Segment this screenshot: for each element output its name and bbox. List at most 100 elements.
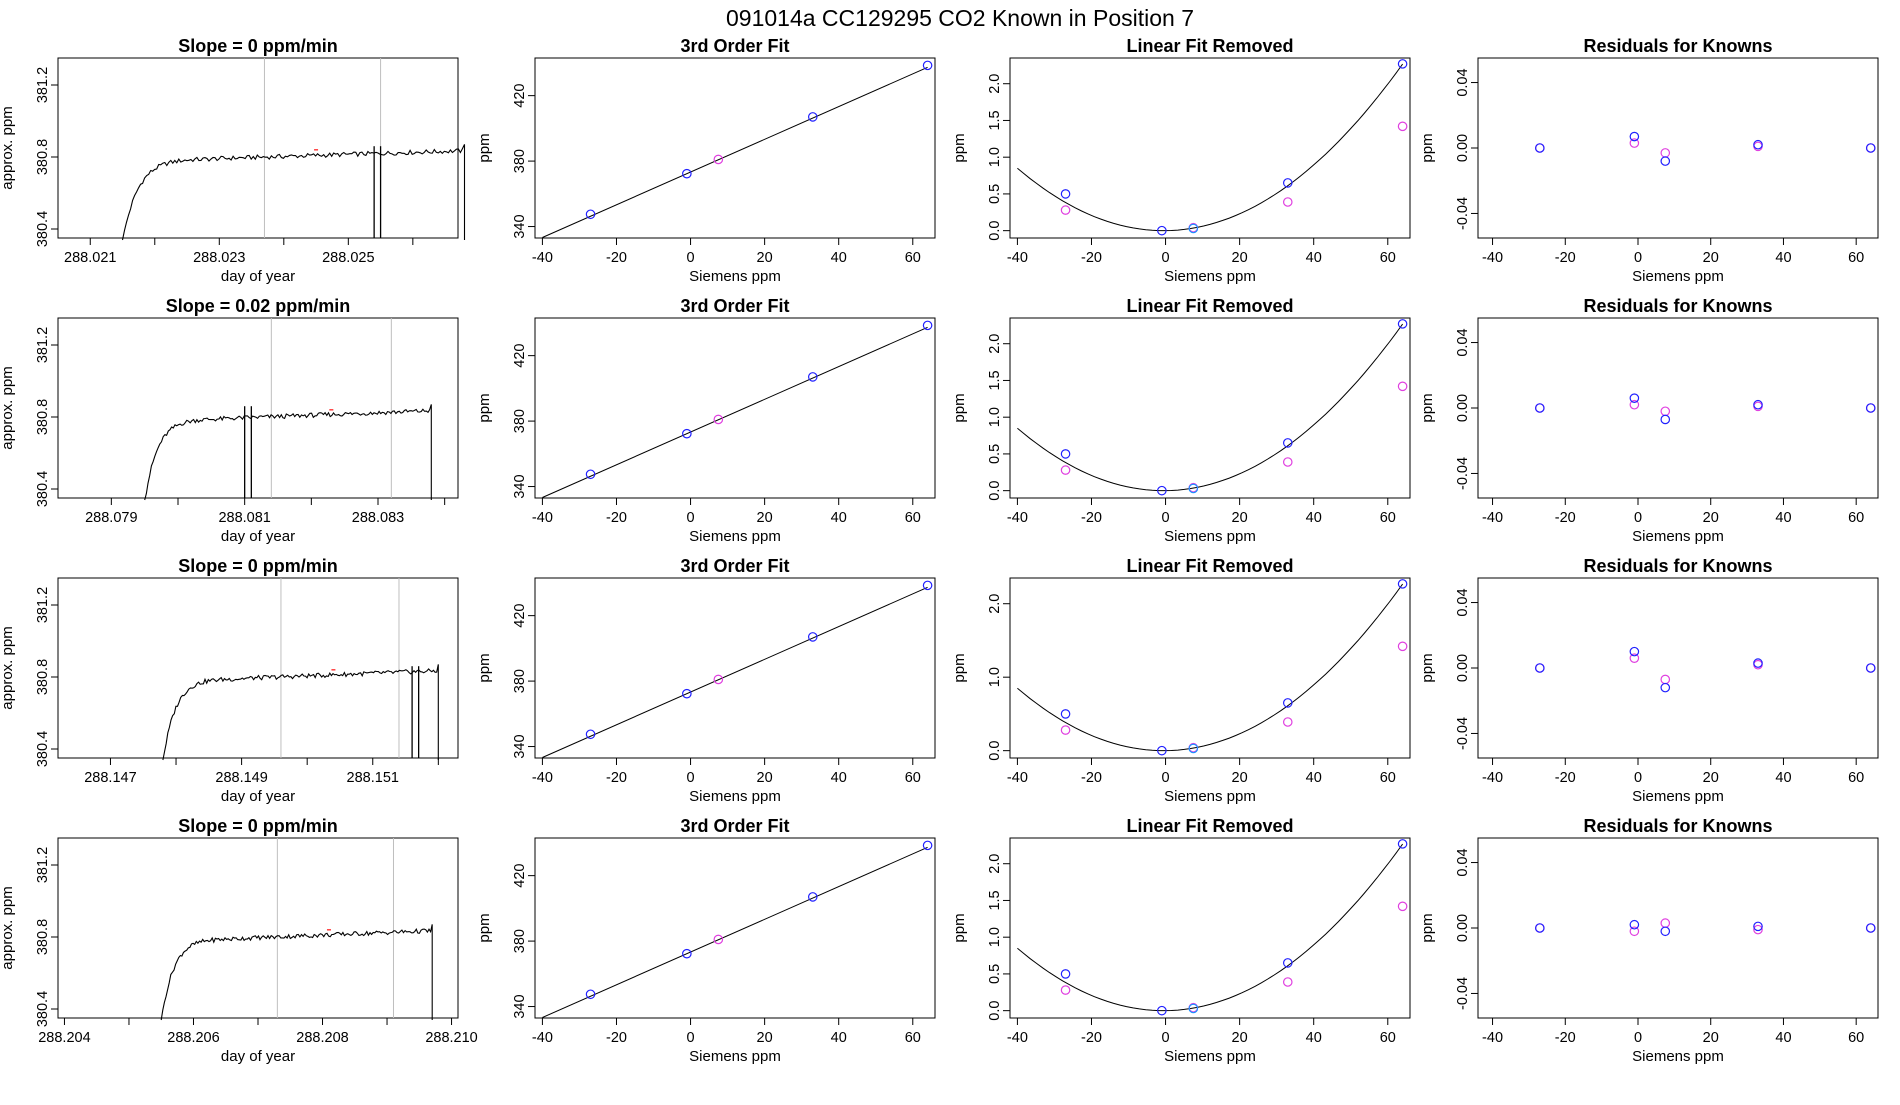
- time-y-tick-label: 380.4: [35, 731, 51, 767]
- linfit-plot-box: [1009, 57, 1411, 239]
- time-x-tick-label: 288.210: [425, 1030, 477, 1046]
- resid-known-point: [1629, 646, 1640, 657]
- linfit-x-label: Siemens ppm: [1164, 1048, 1256, 1065]
- resid-y-tick-label: -0.04: [1455, 457, 1471, 490]
- resid-x-tick-label: -40: [1482, 1030, 1503, 1046]
- fit-point: [807, 892, 818, 902]
- time-series-line: [144, 404, 432, 501]
- time-x-label: day of year: [221, 268, 295, 285]
- linfit-y-tick-label: 0.5: [987, 184, 1003, 204]
- resid-x-tick-label: -40: [1482, 770, 1503, 786]
- linfit-x-tick-label: 40: [1306, 510, 1322, 526]
- linfit-sample-point: [1282, 197, 1293, 207]
- time-x-tick-label: 288.083: [352, 510, 404, 526]
- linfit-y-tick-label: 2.0: [987, 594, 1003, 614]
- fit-x-tick-label: 0: [687, 250, 695, 266]
- resid-x-tick-label: 40: [1775, 510, 1791, 526]
- resid-known-point: [1865, 663, 1876, 673]
- linfit-curve: [1017, 323, 1404, 492]
- resid-sample-point: [1753, 924, 1763, 935]
- time-plot-box: [57, 577, 459, 759]
- linfit-x-tick-label: 60: [1380, 770, 1396, 786]
- fit-y-tick-label: 380: [512, 409, 528, 433]
- linfit-x-tick-label: 0: [1162, 250, 1170, 266]
- fit-x-tick-label: 20: [757, 770, 773, 786]
- time-y-tick-label: 381.2: [35, 587, 51, 623]
- fit-plot-title: 3rd Order Fit: [680, 296, 789, 316]
- resid-x-tick-label: 40: [1775, 1030, 1791, 1046]
- fit-y-tick-label: 340: [512, 994, 528, 1018]
- linfit-sample-point: [1397, 641, 1408, 652]
- time-x-label: day of year: [221, 788, 295, 805]
- resid-y-tick-label: -0.04: [1455, 197, 1471, 230]
- resid-sample-point: [1629, 138, 1640, 148]
- fit-x-tick-label: 20: [757, 510, 773, 526]
- linfit-known-point: [1060, 189, 1071, 199]
- linfit-y-tick-label: 0.0: [987, 221, 1003, 241]
- fit-y-label: ppm: [476, 393, 493, 422]
- fit-point: [682, 688, 692, 699]
- fit-x-tick-label: 60: [905, 250, 921, 266]
- linfit-x-tick-label: -20: [1081, 770, 1102, 786]
- fit-y-tick-label: 340: [512, 734, 528, 758]
- time-x-label: day of year: [221, 528, 295, 545]
- time-plot-title: Slope = 0 ppm/min: [178, 36, 338, 56]
- resid-plot-title: Residuals for Knowns: [1583, 556, 1772, 576]
- linfit-known-point: [1397, 839, 1408, 849]
- fit-x-tick-label: 0: [687, 770, 695, 786]
- resid-y-tick-label: 0.00: [1455, 394, 1471, 422]
- fit-point: [713, 414, 724, 425]
- fit-point: [922, 580, 933, 591]
- fit-x-tick-label: -40: [532, 770, 553, 786]
- linfit-x-tick-label: 0: [1162, 770, 1170, 786]
- linfit-x-tick-label: 20: [1232, 1030, 1248, 1046]
- resid-plot-box: [1477, 837, 1879, 1019]
- fit-point: [682, 428, 692, 439]
- resid-sample-point: [1660, 406, 1671, 417]
- linfit-sample-point: [1060, 985, 1071, 995]
- time-y-tick-label: 380.4: [35, 211, 51, 247]
- fit-y-label: ppm: [476, 913, 493, 942]
- resid-known-point: [1535, 143, 1545, 153]
- fit-x-tick-label: 60: [905, 770, 921, 786]
- linfit-known-point: [1397, 579, 1408, 589]
- resid-x-tick-label: 0: [1634, 250, 1642, 266]
- resid-known-point: [1865, 923, 1876, 933]
- fit-x-label: Siemens ppm: [689, 1048, 781, 1065]
- resid-x-tick-label: 20: [1703, 1030, 1719, 1046]
- linfit-y-label: ppm: [951, 393, 968, 422]
- time-plot-box: [57, 837, 459, 1019]
- fit-line: [542, 326, 928, 498]
- fit-x-tick-label: -40: [532, 250, 553, 266]
- linfit-known-point: [1188, 743, 1199, 754]
- linfit-curve: [1017, 843, 1404, 1012]
- resid-x-tick-label: 40: [1775, 250, 1791, 266]
- linfit-sample-point: [1397, 901, 1408, 912]
- linfit-x-tick-label: 0: [1162, 510, 1170, 526]
- resid-x-tick-label: 40: [1775, 770, 1791, 786]
- resid-y-label: ppm: [1419, 133, 1436, 162]
- linfit-x-label: Siemens ppm: [1164, 528, 1256, 545]
- resid-known-point: [1660, 414, 1671, 425]
- linfit-known-point: [1060, 709, 1071, 719]
- fit-point: [807, 112, 818, 122]
- linfit-y-tick-label: 1.0: [987, 667, 1003, 687]
- linfit-sample-point: [1282, 457, 1293, 467]
- time-y-tick-label: 381.2: [35, 67, 51, 103]
- linfit-known-point: [1282, 958, 1293, 968]
- resid-plot-box: [1477, 57, 1879, 239]
- fit-x-tick-label: -20: [606, 250, 627, 266]
- resid-known-point: [1535, 403, 1545, 413]
- fit-point: [807, 372, 818, 382]
- fit-x-tick-label: 60: [905, 510, 921, 526]
- fit-y-tick-label: 380: [512, 669, 528, 693]
- resid-plot-title: Residuals for Knowns: [1583, 296, 1772, 316]
- resid-known-point: [1865, 143, 1876, 153]
- resid-y-tick-label: 0.00: [1455, 654, 1471, 682]
- linfit-y-tick-label: 1.5: [987, 890, 1003, 910]
- fit-point: [682, 168, 692, 179]
- fit-line: [542, 66, 928, 238]
- linfit-x-tick-label: 40: [1306, 250, 1322, 266]
- linfit-sample-point: [1282, 977, 1293, 987]
- time-x-tick-label: 288.021: [64, 250, 116, 266]
